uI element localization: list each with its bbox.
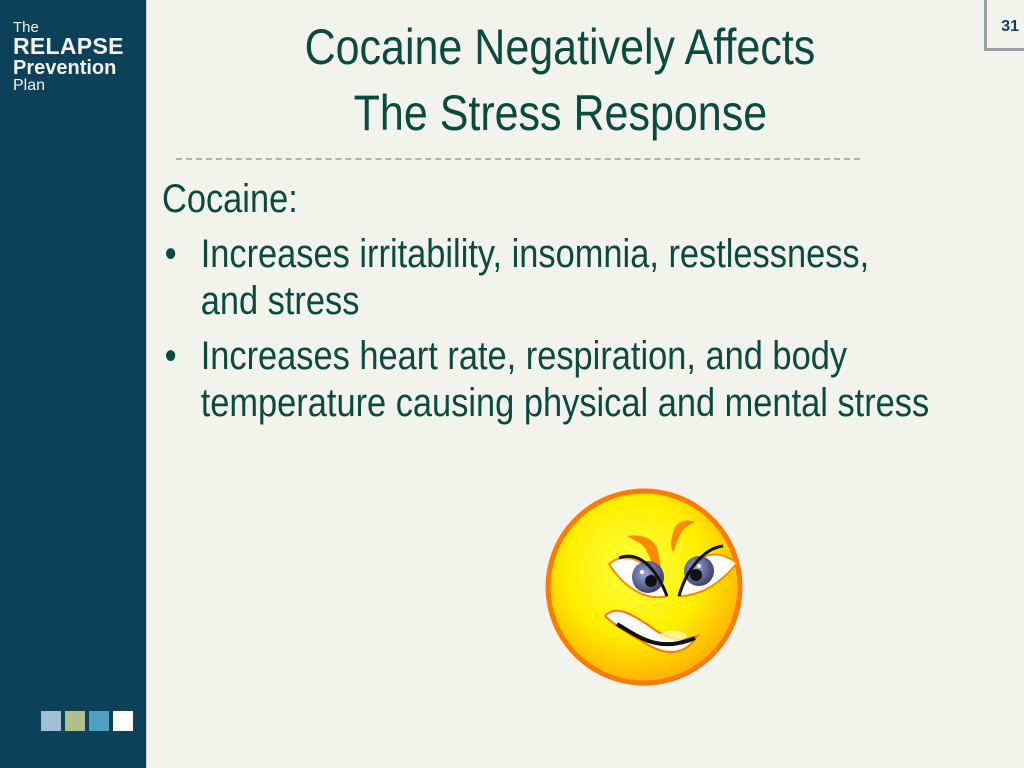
title-line: The Stress Response — [353, 85, 767, 141]
sidebar: The RELAPSE Prevention Plan — [0, 0, 147, 768]
decorative-squares — [41, 711, 133, 731]
page-number-box: 31 — [984, 0, 1024, 51]
bullet-text: temperature causing physical and mental … — [200, 381, 930, 425]
bullet-item: • Increases heart rate, respiration, and… — [162, 333, 1022, 427]
square — [65, 711, 85, 731]
logo: The RELAPSE Prevention Plan — [13, 20, 124, 94]
logo-line: The — [13, 19, 39, 36]
square — [41, 711, 61, 731]
bullet-item: • Increases irritability, insomnia, rest… — [162, 231, 1022, 325]
eyebrow — [671, 520, 695, 552]
slide-title: Cocaine Negatively Affects The Stress Re… — [160, 14, 960, 146]
logo-line: Plan — [13, 77, 46, 94]
logo-line: RELAPSE — [13, 33, 124, 59]
body-heading: Cocaine: — [162, 177, 298, 221]
square — [113, 711, 133, 731]
logo-line: Prevention — [13, 57, 117, 79]
mouth — [603, 609, 700, 654]
divider — [176, 158, 860, 160]
title-line: Cocaine Negatively Affects — [304, 19, 816, 75]
bullet-text: Increases irritability, insomnia, restle… — [200, 232, 870, 276]
bullet-text: Increases heart rate, respiration, and b… — [200, 334, 848, 378]
bullet-icon: • — [164, 232, 177, 276]
eyebrow — [627, 535, 665, 583]
slide-body: Cocaine: • Increases irritability, insom… — [162, 176, 1022, 427]
square — [89, 711, 109, 731]
angry-smiley-icon — [545, 488, 743, 686]
bullet-icon: • — [164, 334, 177, 378]
page-number: 31 — [1001, 18, 1019, 35]
bullet-text: and stress — [200, 279, 360, 323]
